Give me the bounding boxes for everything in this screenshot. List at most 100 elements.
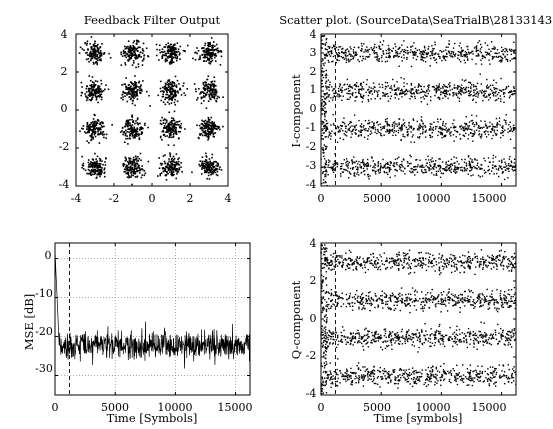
constellation-point [87,130,89,133]
constellation-point [132,45,134,47]
i-component-point [347,129,349,131]
i-component-point [401,164,403,167]
i-component-point [484,123,487,125]
constellation-point [109,56,112,59]
constellation-point [166,59,168,62]
constellation-point [159,174,162,177]
q-component-point [358,376,361,378]
i-component-point [332,88,335,90]
constellation-point [127,172,130,174]
constellation-point [89,51,92,54]
constellation-point [220,55,223,58]
constellation-point [170,51,173,53]
i-component-point [352,51,355,53]
constellation-point [100,59,102,62]
constellation-point [215,161,218,163]
q-component-point [512,376,515,379]
q-component-point [398,379,400,381]
constellation-point [94,40,96,43]
i-component-point [345,164,347,166]
q-component-point [377,375,380,378]
q-component-point [353,371,355,374]
constellation-point [91,92,93,95]
i-component-point [487,87,489,89]
i-component-point [353,52,355,54]
constellation-point [212,172,214,175]
constellation-point [199,127,202,130]
i-component-point [322,96,325,98]
q-component-point [438,371,441,373]
constellation-point [89,50,92,53]
constellation-point [173,173,175,176]
q-component-point [455,380,457,383]
constellation-point [127,173,130,176]
constellation-point [94,53,97,55]
i-component-point [508,162,510,165]
constellation-point [164,168,167,170]
q-component-point [321,281,324,283]
i-component-point [398,118,400,120]
i-component-point [371,121,373,123]
i-component-point [502,89,504,91]
constellation-point [143,170,146,172]
q-component-point [326,377,328,379]
i-component-point [501,60,503,62]
i-component-point [471,166,474,169]
i-component-point [414,165,416,168]
constellation-point [134,83,136,85]
constellation-point [201,47,204,49]
i-component-point [323,54,326,56]
i-component-point [355,133,357,135]
i-component-point [484,42,487,44]
i-component-point [391,129,393,131]
i-component-point [395,169,398,171]
i-component-point [447,160,450,163]
i-component-point [424,171,427,173]
i-component-point [410,88,412,90]
constellation-point [94,152,96,155]
constellation-point [124,47,127,50]
constellation-point [215,91,218,94]
i-component-point [467,86,470,89]
i-component-point [445,127,448,129]
q-component-point [320,298,323,301]
i-component-point [480,51,483,54]
i-component-point [504,121,507,124]
constellation-point [172,155,175,158]
constellation-point [147,126,149,129]
i-component-point [514,57,516,59]
constellation-point [127,121,130,124]
constellation-point [134,158,137,161]
i-component-point [411,51,414,54]
i-component-point [512,93,514,96]
i-component-point [354,132,356,134]
i-component-point [332,171,335,174]
i-component-point [472,53,474,55]
constellation-point [175,59,178,62]
i-component-point [327,52,330,54]
constellation-point [165,173,168,176]
constellation-point [207,50,209,53]
i-component-point [498,175,500,178]
constellation-point [172,56,174,59]
constellation-point [96,95,99,98]
constellation-point [103,172,106,175]
i-component-point [437,165,439,167]
constellation-point [215,84,217,87]
i-component-point [507,85,510,88]
q-component-point [367,370,369,373]
q-component-point [459,379,462,381]
i-component-point [435,87,437,90]
constellation-point [219,166,221,168]
i-component-point [485,130,487,132]
i-component-point [422,131,424,133]
constellation-point [159,87,162,90]
q-component-point [420,375,423,378]
i-component-point [355,160,358,162]
i-component-point [360,126,362,128]
i-component-point [452,134,455,136]
i-component-point [402,135,404,138]
i-component-point [496,88,498,90]
constellation-point [165,89,168,92]
constellation-point [88,75,91,77]
